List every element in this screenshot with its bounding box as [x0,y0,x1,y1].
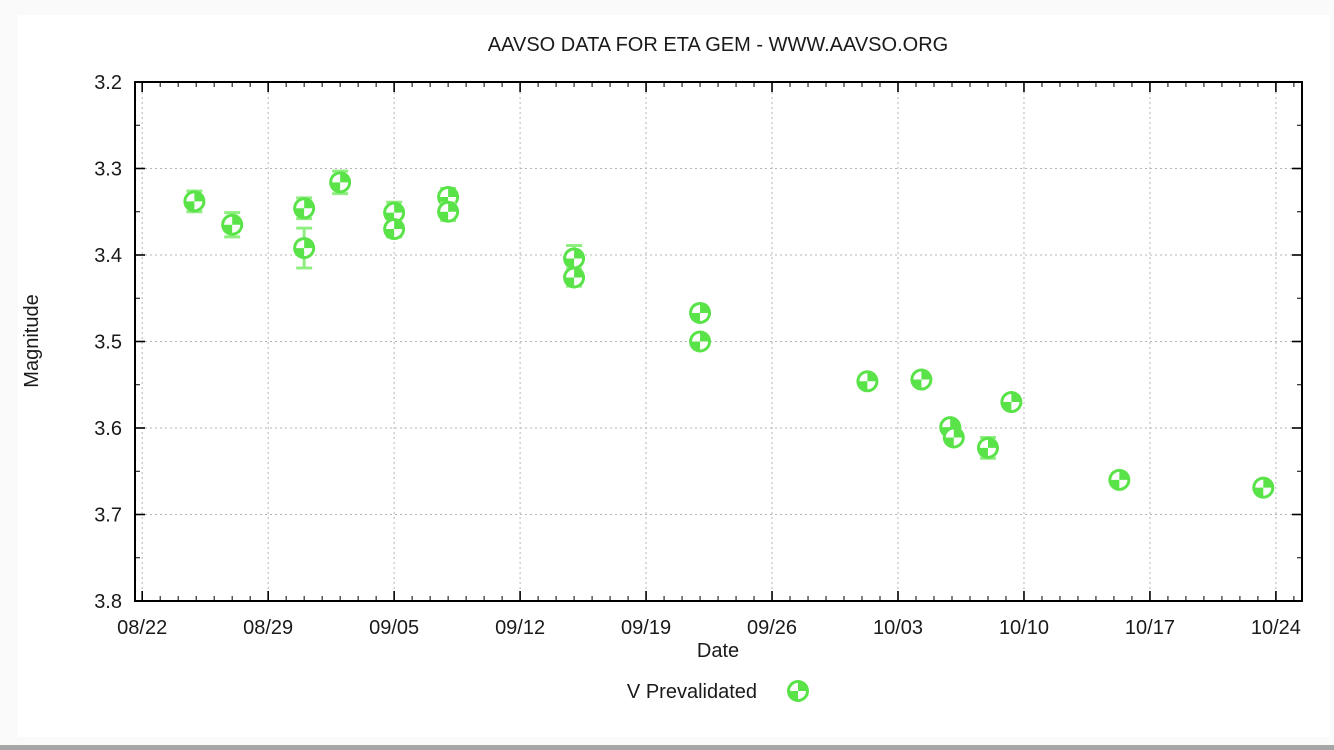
y-tick-label: 3.5 [94,332,122,354]
marker-quadrant [798,691,806,699]
marker-quadrant [979,439,988,448]
chart-panel [18,15,1330,737]
marker-quadrant [340,182,349,191]
y-tick-label: 3.8 [94,591,122,613]
marker-quadrant [304,248,313,257]
data-point [976,436,999,460]
marker-quadrant [296,240,305,249]
marker-quadrant [1111,471,1120,480]
marker-quadrant [790,683,798,691]
marker-quadrant [700,312,709,321]
marker-quadrant [186,193,195,202]
data-point [856,370,879,393]
marker-quadrant [304,208,313,217]
marker-quadrant [440,189,449,198]
y-tick-label: 3.6 [94,418,122,440]
marker-quadrant [867,381,876,390]
marker-quadrant [692,304,701,313]
data-point [183,189,206,214]
marker-quadrant [194,201,203,210]
data-point [1252,476,1275,499]
y-tick-label: 3.7 [94,505,122,527]
plot-border-box [134,81,1303,602]
marker-quadrant [987,447,996,456]
x-tick-label: 09/05 [369,617,419,639]
x-tick-label: 09/19 [621,617,671,639]
marker-quadrant [566,269,575,278]
marker-quadrant [232,224,241,233]
marker-quadrant [945,429,954,438]
y-tick-label: 3.2 [94,72,122,94]
data-point [293,226,316,270]
data-point [383,218,406,241]
marker-quadrant [1263,487,1272,496]
marker-quadrant [1119,479,1128,488]
marker-quadrant [448,211,457,220]
marker-quadrant [574,258,583,267]
x-tick-label: 10/10 [999,617,1049,639]
marker-quadrant [692,333,701,342]
legend-marker-icon [787,680,809,702]
marker-quadrant [224,216,233,225]
tick-labels: 08/22 08/29 09/05 09/12 09/19 09/26 10/03 10/10… [94,72,1301,639]
x-axis-label: Date [697,640,739,662]
x-tick-label: 10/17 [1125,617,1175,639]
marker-quadrant [1003,394,1012,403]
x-tick-label: 09/26 [747,617,797,639]
marker-quadrant [574,277,583,286]
marker-quadrant [913,371,922,380]
data-point [689,301,712,324]
marker-quadrant [440,203,449,212]
marker-quadrant [394,229,403,238]
x-tick-label: 09/12 [495,617,545,639]
data-point [689,330,712,353]
marker-quadrant [296,200,305,209]
x-tick-label: 08/29 [243,617,293,639]
data-point [942,426,965,449]
data-point [293,196,316,221]
y-axis-label: Magnitude [21,294,43,387]
y-tick-label: 3.3 [94,159,122,181]
marker-quadrant [921,379,930,388]
grid-lines [135,82,1302,601]
data-point [910,368,933,391]
marker-quadrant [942,419,951,428]
data-point [437,200,460,223]
marker-quadrant [386,204,395,213]
x-tick-label: 10/03 [873,617,923,639]
x-tick-label: 10/24 [1251,617,1301,639]
y-tick-label: 3.4 [94,245,122,267]
data-point [329,169,352,196]
marker-quadrant [953,437,962,446]
marker-quadrant [859,373,868,382]
data-point [1108,468,1131,491]
marker-quadrant [1255,479,1264,488]
x-tick-label: 08/22 [117,617,167,639]
data-points [183,169,1275,499]
marker-quadrant [386,221,395,230]
bottom-scrollbar [0,745,1334,750]
plot-border [134,81,1303,602]
marker-quadrant [1011,402,1020,411]
marker-quadrant [700,341,709,350]
chart-title: AAVSO DATA FOR ETA GEM - WWW.AAVSO.ORG [488,34,948,56]
marker-quadrant [332,174,341,183]
marker-quadrant [566,250,575,259]
legend-label: V Prevalidated [627,681,757,703]
data-point [563,266,586,289]
data-point [221,211,244,239]
data-point [1000,391,1023,414]
